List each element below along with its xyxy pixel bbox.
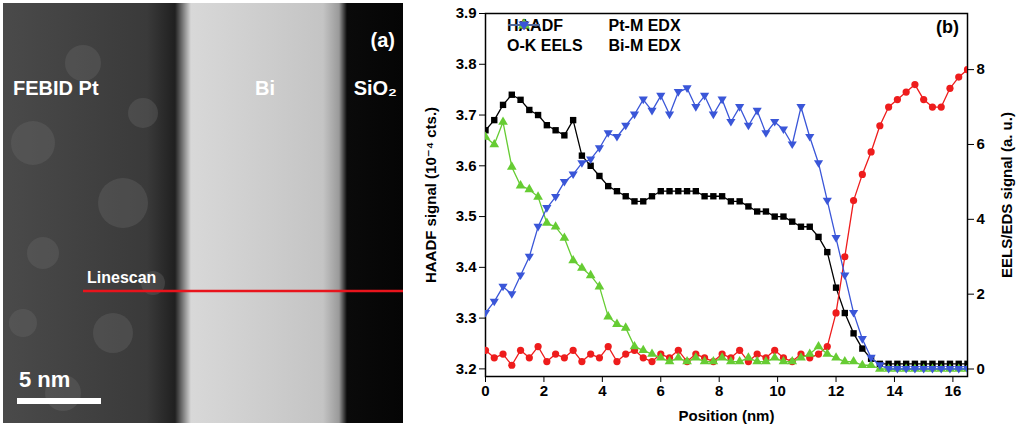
svg-text:4: 4 bbox=[977, 210, 986, 227]
html-text:(b): (b) bbox=[936, 17, 959, 37]
svg-text:EELS/EDS signal (a. u.): EELS/EDS signal (a. u.) bbox=[998, 112, 1015, 278]
svg-text:2: 2 bbox=[977, 285, 985, 302]
svg-text:4: 4 bbox=[598, 382, 607, 399]
svg-text:Bi: Bi bbox=[255, 77, 275, 99]
svg-text:Position (nm): Position (nm) bbox=[679, 407, 775, 424]
svg-text:3.6: 3.6 bbox=[456, 157, 477, 174]
svg-text:3.2: 3.2 bbox=[456, 360, 477, 377]
svg-text:8: 8 bbox=[977, 60, 985, 77]
svg-text:12: 12 bbox=[828, 382, 845, 399]
svg-text:14: 14 bbox=[886, 382, 903, 399]
svg-text:0: 0 bbox=[481, 382, 489, 399]
svg-text:Linescan: Linescan bbox=[87, 269, 156, 286]
svg-text:FEBID Pt: FEBID Pt bbox=[13, 77, 99, 99]
svg-text:6: 6 bbox=[657, 382, 665, 399]
svg-text:SiO₂: SiO₂ bbox=[354, 77, 397, 99]
svg-text:2: 2 bbox=[540, 382, 548, 399]
svg-text:8: 8 bbox=[715, 382, 723, 399]
svg-text:3.8: 3.8 bbox=[456, 55, 477, 72]
svg-text:HAADF signal (10⁻⁴ cts.): HAADF signal (10⁻⁴ cts.) bbox=[422, 107, 439, 283]
svg-text:3.9: 3.9 bbox=[456, 4, 477, 21]
html-text:Bi-M EDX: Bi-M EDX bbox=[608, 37, 681, 54]
html-text:O-K EELS: O-K EELS bbox=[507, 37, 583, 54]
svg-text:(a): (a) bbox=[371, 29, 395, 51]
svg-text:3.7: 3.7 bbox=[456, 106, 477, 123]
svg-text:6: 6 bbox=[977, 135, 985, 152]
svg-text:3.4: 3.4 bbox=[456, 258, 478, 275]
html-text:Pt-M EDX: Pt-M EDX bbox=[608, 17, 681, 34]
svg-text:0: 0 bbox=[977, 360, 985, 377]
svg-text:10: 10 bbox=[769, 382, 786, 399]
html-text:HAADF: HAADF bbox=[507, 17, 563, 34]
svg-text:5 nm: 5 nm bbox=[19, 367, 70, 392]
svg-text:3.3: 3.3 bbox=[456, 309, 477, 326]
svg-text:16: 16 bbox=[945, 382, 962, 399]
svg-text:3.5: 3.5 bbox=[456, 207, 477, 224]
